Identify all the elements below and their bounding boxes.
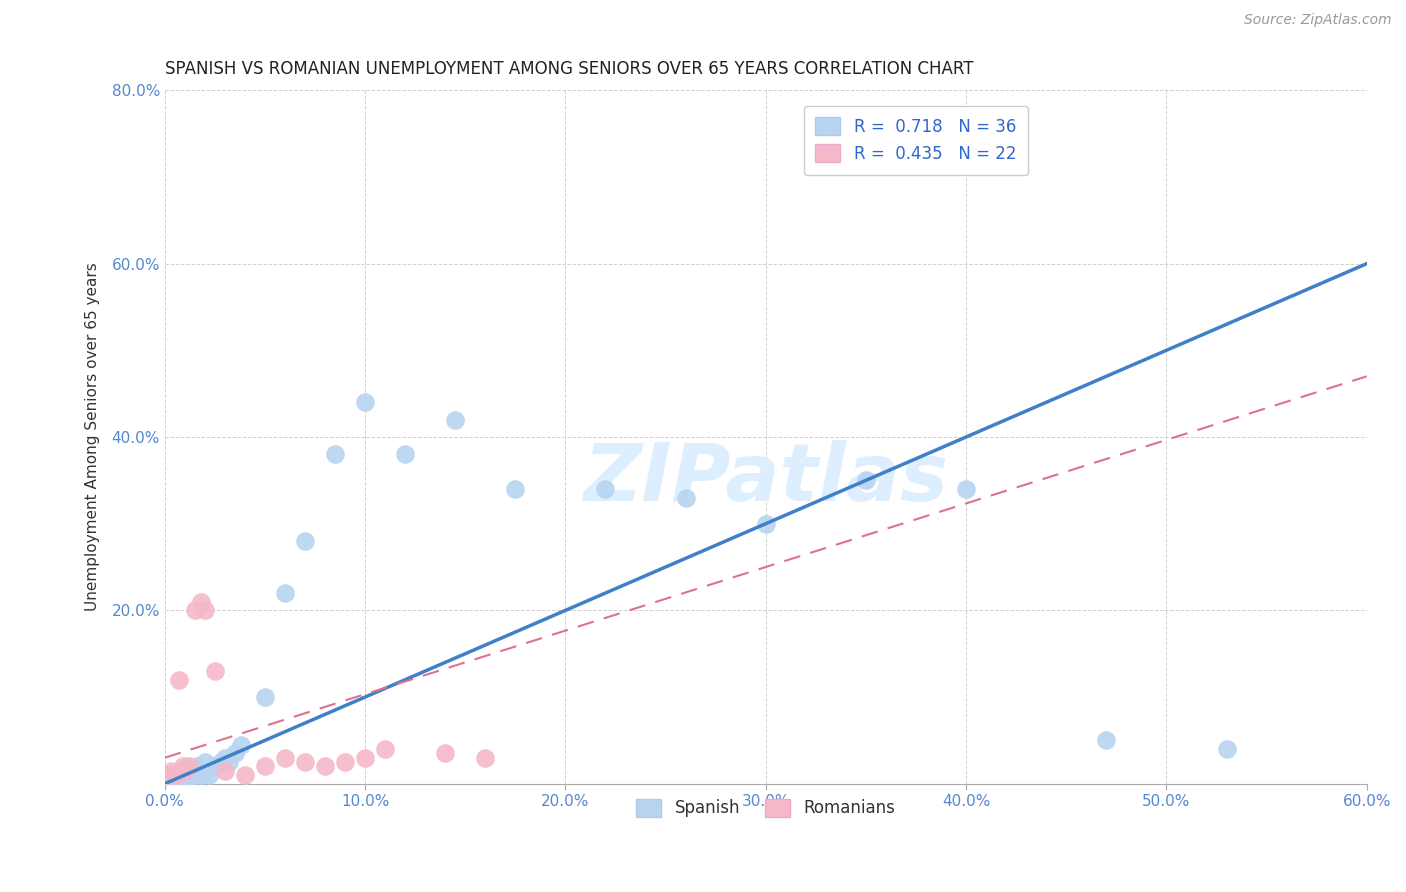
Point: [180, 770, 202, 784]
Point: [156, 768, 179, 782]
Point: [394, 447, 416, 461]
Point: [434, 747, 457, 761]
Point: [156, 772, 179, 787]
Point: [184, 603, 207, 617]
Point: [374, 742, 396, 756]
Point: [354, 750, 377, 764]
Point: [167, 766, 190, 780]
Point: [218, 755, 240, 769]
Legend: Spanish, Romanians: Spanish, Romanians: [630, 792, 901, 824]
Point: [209, 755, 232, 769]
Point: [1095, 733, 1118, 747]
Point: [194, 755, 217, 769]
Point: [204, 664, 226, 678]
Point: [163, 768, 186, 782]
Y-axis label: Unemployment Among Seniors over 65 years: Unemployment Among Seniors over 65 years: [86, 262, 100, 611]
Point: [294, 534, 316, 549]
Point: [354, 395, 377, 409]
Point: [229, 738, 252, 752]
Point: [167, 673, 190, 687]
Point: [173, 764, 195, 778]
Point: [595, 482, 617, 496]
Point: [675, 491, 697, 505]
Point: [1215, 742, 1237, 756]
Point: [204, 759, 226, 773]
Point: [163, 770, 186, 784]
Point: [191, 764, 214, 778]
Point: [172, 772, 194, 786]
Point: [253, 759, 276, 773]
Point: [253, 690, 276, 704]
Point: [323, 447, 346, 461]
Point: [333, 755, 356, 769]
Point: [173, 768, 195, 782]
Text: ZIPatlas: ZIPatlas: [583, 440, 948, 517]
Point: [224, 747, 246, 761]
Point: [274, 750, 297, 764]
Point: [214, 750, 236, 764]
Point: [159, 764, 181, 778]
Point: [755, 516, 778, 531]
Point: [172, 759, 194, 773]
Point: [190, 595, 212, 609]
Point: [177, 759, 200, 773]
Point: [194, 603, 217, 617]
Point: [314, 759, 336, 773]
Point: [474, 750, 496, 764]
Point: [214, 764, 236, 778]
Point: [274, 586, 297, 600]
Point: [198, 768, 221, 782]
Text: Source: ZipAtlas.com: Source: ZipAtlas.com: [1244, 13, 1392, 28]
Point: [190, 768, 212, 782]
Text: SPANISH VS ROMANIAN UNEMPLOYMENT AMONG SENIORS OVER 65 YEARS CORRELATION CHART: SPANISH VS ROMANIAN UNEMPLOYMENT AMONG S…: [165, 60, 973, 78]
Point: [186, 759, 208, 773]
Point: [184, 766, 207, 780]
Point: [855, 474, 877, 488]
Point: [159, 768, 181, 782]
Point: [233, 768, 256, 782]
Point: [955, 482, 977, 496]
Point: [177, 764, 200, 778]
Point: [294, 755, 316, 769]
Point: [170, 764, 193, 778]
Point: [444, 412, 467, 426]
Point: [505, 482, 527, 496]
